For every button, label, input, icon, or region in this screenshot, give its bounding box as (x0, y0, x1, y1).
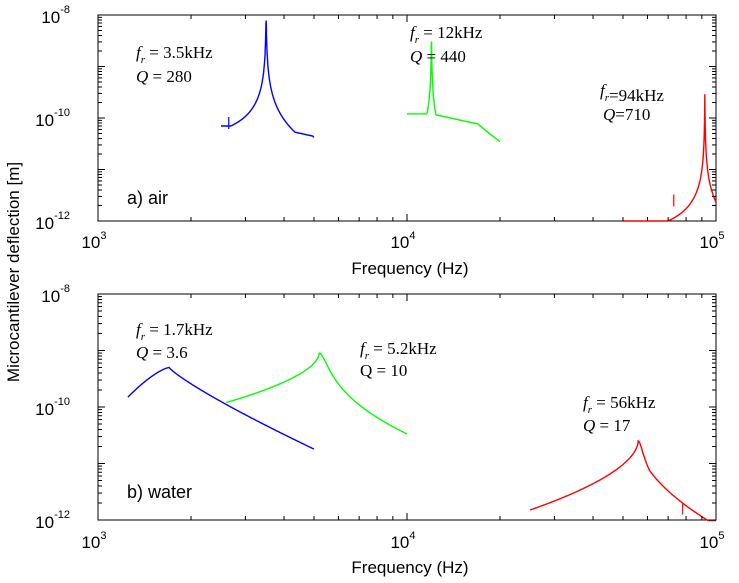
y-tick-label: 10-10 (35, 396, 70, 419)
panel-air: 103 104 105 10-12 10-10 10-8 a) air Frequency… (35, 4, 724, 278)
y-tick-label: 10-12 (35, 210, 70, 233)
y-axis-label: Microcantilever deflection [m] (4, 162, 23, 382)
x-tick-label: 104 (390, 530, 415, 552)
svg-text:Q = 17: Q = 17 (583, 416, 631, 435)
annotation-fr-water-2: = 5.2kHz (373, 339, 437, 358)
svg-text:fr = 12kHz: fr = 12kHz (410, 23, 483, 46)
svg-text:fr = 3.5kHz: fr = 3.5kHz (136, 43, 213, 66)
annotation-air-3.5khz: fr = 3.5kHz Q = 280 (136, 43, 213, 86)
svg-text:fr = 56kHz: fr = 56kHz (583, 393, 656, 416)
svg-text:Q = 280: Q = 280 (136, 67, 192, 86)
panel-label-water: b) water (127, 482, 192, 502)
annotation-q-water-1: = 3.6 (153, 343, 188, 362)
svg-text:Q = 10: Q = 10 (360, 361, 407, 380)
svg-text:fr=94kHz: fr=94kHz (600, 81, 664, 105)
annotation-fr-air-1: = 3.5kHz (149, 43, 213, 62)
y-tick-label: 10-8 (41, 4, 70, 27)
series-line-water-2 (226, 352, 408, 435)
x-tick-label: 104 (390, 230, 415, 252)
annotation-fr-air-2: = 12kHz (423, 23, 483, 42)
series-line-air-2 (407, 41, 501, 143)
annotation-air-94khz: fr=94kHz Q=710 (600, 81, 664, 124)
series-line-water-1 (127, 366, 315, 450)
y-tick-label: 10-8 (41, 283, 70, 306)
annotation-water-5.2khz: fr = 5.2kHz Q = 10 (360, 339, 437, 380)
svg-text:Q=710: Q=710 (603, 105, 650, 124)
panel-water: 103 104 105 10-12 10-10 10-8 b) water Frequen… (35, 283, 724, 577)
x-tick-label: 103 (81, 230, 106, 252)
x-tick-label: 105 (699, 230, 724, 252)
annotation-q-air-2: = 440 (427, 47, 466, 66)
x-axis-label-water: Frequency (Hz) (351, 558, 468, 577)
annotation-water-56khz: fr = 56kHz Q = 17 (583, 393, 656, 435)
y-tick-label: 10-12 (35, 509, 70, 532)
y-tick-label: 10-10 (35, 107, 70, 130)
annotation-q-air-1: = 280 (153, 67, 192, 86)
annotation-fr-water-3: = 56kHz (596, 393, 656, 412)
svg-text:fr = 1.7kHz: fr = 1.7kHz (136, 320, 213, 343)
x-tick-label: 103 (81, 530, 106, 552)
panel-label-air: a) air (127, 188, 168, 208)
svg-text:Q = 3.6: Q = 3.6 (136, 343, 188, 362)
annotation-water-1.7khz: fr = 1.7kHz Q = 3.6 (136, 320, 213, 362)
x-axis-label-air: Frequency (Hz) (351, 259, 468, 278)
series-line-water-3 (529, 439, 716, 522)
annotation-q-water-3: = 17 (600, 416, 631, 435)
x-tick-label: 105 (699, 530, 724, 552)
svg-text:Q = 440: Q = 440 (410, 47, 466, 66)
annotation-fr-water-1: = 1.7kHz (149, 320, 213, 339)
series-line-air-3 (623, 94, 717, 222)
annotation-air-12khz: fr = 12kHz Q = 440 (410, 23, 483, 66)
series-line-air-1 (221, 20, 315, 138)
annotation-q-air-3: =710 (615, 105, 650, 124)
annotation-q-water-2: Q = 10 (360, 361, 407, 380)
annotation-fr-air-3: =94kHz (609, 86, 664, 105)
svg-text:fr = 5.2kHz: fr = 5.2kHz (360, 339, 437, 362)
